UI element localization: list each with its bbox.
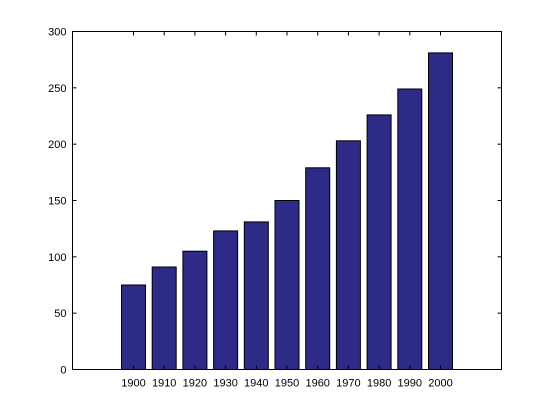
bar-1970 (335, 140, 361, 370)
bar-1980 (366, 114, 392, 371)
y-tick-label: 300 (48, 27, 66, 39)
x-tick-label: 1960 (305, 378, 329, 390)
bars-group (121, 52, 453, 371)
bar-2000 (428, 52, 453, 371)
x-tick-label: 1940 (244, 378, 268, 390)
x-tick-label: 1900 (121, 378, 145, 390)
x-tick-label: 1980 (367, 378, 391, 390)
bar-1910 (151, 266, 177, 370)
bar-1960 (305, 167, 331, 370)
y-tick-label: 100 (48, 252, 66, 264)
bar-1990 (397, 88, 423, 370)
y-tick-label: 0 (60, 365, 66, 377)
axes-frame (72, 31, 502, 370)
y-tick-label: 50 (54, 308, 66, 320)
bar-1950 (274, 200, 300, 370)
x-axis: 1900 1910 1920 1930 1940 1950 1960 1970 1980 1990… (121, 31, 453, 390)
bar-1900 (121, 284, 146, 370)
x-tick-label: 1950 (275, 378, 299, 390)
bar-1920 (182, 250, 208, 370)
x-tick-label: 1990 (398, 378, 422, 390)
bar-1930 (213, 230, 239, 370)
x-tick-label: 1930 (213, 378, 237, 390)
y-axis: 0 50 100 150 200 250 300 (48, 27, 502, 377)
y-tick-label: 150 (48, 196, 66, 208)
y-tick-label: 200 (48, 139, 66, 151)
x-tick-label: 2000 (428, 378, 452, 390)
x-tick-label: 1920 (183, 378, 207, 390)
bar-1940 (243, 221, 269, 370)
x-tick-label: 1910 (152, 378, 176, 390)
x-tick-label: 1970 (336, 378, 360, 390)
y-tick-label: 250 (48, 83, 66, 95)
